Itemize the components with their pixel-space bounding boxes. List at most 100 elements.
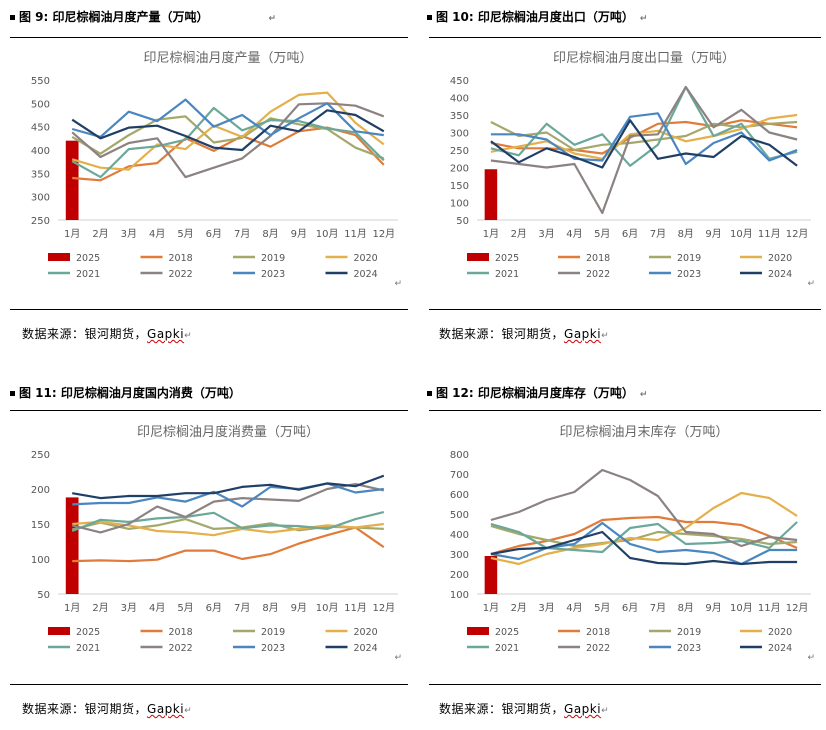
y-tick-label: 150 bbox=[31, 520, 50, 531]
return-mark-icon: ↵ bbox=[184, 331, 193, 341]
source-prefix: 数据来源：银河期货， bbox=[22, 327, 148, 341]
y-tick-label: 450 bbox=[31, 123, 50, 134]
y-tick-label: 400 bbox=[450, 530, 469, 541]
x-tick-label: 6月 bbox=[622, 228, 638, 240]
legend-label-2021: 2021 bbox=[76, 269, 100, 280]
figure-panel-consumption: 图 11: 印尼棕榈油月度国内消费（万吨） 印尼棕榈油月度消费量（万吨） 50 10… bbox=[0, 370, 413, 730]
x-tick-label: 9月 bbox=[705, 228, 721, 240]
y-tick-label: 50 bbox=[37, 590, 50, 601]
x-tick-label: 8月 bbox=[678, 228, 694, 240]
x-tick-label: 11月 bbox=[344, 602, 367, 614]
legend-label-2024: 2024 bbox=[768, 643, 792, 654]
y-tick-label: 800 bbox=[450, 450, 469, 461]
y-tick-label: 500 bbox=[450, 510, 469, 521]
y-tick-label: 200 bbox=[450, 570, 469, 581]
legend-swatch-2025 bbox=[48, 627, 70, 635]
source-prefix: 数据来源：银河期货， bbox=[439, 327, 565, 341]
x-tick-label: 1月 bbox=[64, 228, 80, 240]
line-series-2024 bbox=[71, 109, 385, 152]
line-series-2019 bbox=[490, 524, 798, 548]
figure-panel-exports: 图 10: 印尼棕榈油月度出口（万吨） ↵ 印尼棕榈油月度出口量（万吨） 50 100… bbox=[413, 0, 826, 360]
y-tick-label: 100 bbox=[450, 199, 469, 210]
x-tick-label: 5月 bbox=[594, 228, 610, 240]
x-tick-label: 2月 bbox=[92, 228, 108, 240]
figure-title: 图 9: 印尼棕榈油月度产量（万吨） ↵ bbox=[10, 8, 276, 25]
legend-label-2019: 2019 bbox=[261, 253, 285, 264]
figure-bottom-rule bbox=[429, 309, 821, 310]
figure-bottom-rule bbox=[429, 684, 821, 685]
source-org: Gapki bbox=[564, 327, 602, 341]
bullet-square-icon bbox=[10, 391, 15, 396]
y-tick-label: 250 bbox=[450, 146, 469, 157]
source-org: Gapki bbox=[564, 702, 602, 716]
line-series-2018 bbox=[490, 119, 798, 155]
legend-label-2025: 2025 bbox=[76, 627, 100, 638]
x-tick-label: 10月 bbox=[316, 228, 339, 240]
legend-label-2024: 2024 bbox=[354, 269, 378, 280]
bullet-square-icon bbox=[427, 391, 432, 396]
legend-swatch-2025 bbox=[467, 253, 489, 261]
x-tick-label: 3月 bbox=[538, 228, 554, 240]
line-series-2021 bbox=[71, 106, 385, 179]
figure-top-rule bbox=[429, 410, 821, 411]
y-tick-label: 700 bbox=[450, 470, 469, 481]
figure-title-text: 图 10: 印尼棕榈油月度出口（万吨） bbox=[436, 10, 634, 24]
data-source-note: 数据来源：银河期货，Gapki↵ bbox=[22, 325, 192, 342]
chart-consumption: 印尼棕榈油月度消费量（万吨） 50 100 150 200 250 1月 2月 3月 4月 5月 6月… bbox=[31, 424, 402, 663]
data-source-note: 数据来源：银河期货，Gapki↵ bbox=[22, 700, 192, 717]
line-series-2022 bbox=[71, 102, 385, 179]
y-tick-label: 200 bbox=[450, 164, 469, 175]
y-tick-label: 350 bbox=[450, 111, 469, 122]
y-tick-label: 300 bbox=[31, 193, 50, 204]
x-tick-label: 9月 bbox=[705, 602, 721, 614]
legend-label-2024: 2024 bbox=[354, 643, 378, 654]
legend-label-2025: 2025 bbox=[76, 253, 100, 264]
y-tick-label: 100 bbox=[450, 590, 469, 601]
bar-2025 bbox=[484, 169, 498, 220]
legend-label-2023: 2023 bbox=[261, 643, 285, 654]
chart-inventory: 印尼棕榈油月末库存（万吨） 100 200 300 400 500 600 700 800 1月 2… bbox=[450, 424, 815, 663]
legend-label-2020: 2020 bbox=[768, 627, 792, 638]
legend-label-2019: 2019 bbox=[261, 627, 285, 638]
figure-top-rule bbox=[10, 37, 408, 38]
source-prefix: 数据来源：银河期货， bbox=[439, 702, 565, 716]
x-tick-label: 8月 bbox=[262, 602, 278, 614]
figure-bottom-rule bbox=[10, 309, 408, 310]
x-tick-label: 5月 bbox=[177, 602, 193, 614]
x-tick-label: 2月 bbox=[511, 228, 527, 240]
legend-label-2018: 2018 bbox=[586, 627, 610, 638]
legend-label-2020: 2020 bbox=[354, 253, 378, 264]
return-mark-icon: ↵ bbox=[639, 390, 648, 400]
x-tick-label: 12月 bbox=[372, 602, 395, 614]
x-tick-label: 9月 bbox=[291, 228, 307, 240]
data-source-note: 数据来源：银河期货，Gapki↵ bbox=[439, 700, 609, 717]
legend-label-2022: 2022 bbox=[586, 269, 610, 280]
figure-title-text: 图 11: 印尼棕榈油月度国内消费（万吨） bbox=[19, 386, 241, 400]
x-tick-label: 12月 bbox=[372, 228, 395, 240]
x-tick-label: 7月 bbox=[650, 228, 666, 240]
x-tick-label: 7月 bbox=[234, 228, 250, 240]
figure-title: 图 12: 印尼棕榈油月度库存（万吨） ↵ bbox=[427, 384, 647, 401]
y-tick-label: 450 bbox=[450, 76, 469, 87]
bar-2025 bbox=[484, 556, 498, 594]
data-source-note: 数据来源：银河期货，Gapki↵ bbox=[439, 325, 609, 342]
y-tick-label: 200 bbox=[31, 485, 50, 496]
legend-label-2025: 2025 bbox=[495, 627, 519, 638]
line-series-2023 bbox=[72, 482, 384, 508]
return-mark-icon: ↵ bbox=[807, 279, 815, 289]
chart-title: 印尼棕榈油月度出口量（万吨） bbox=[553, 50, 735, 66]
y-tick-label: 50 bbox=[456, 216, 469, 227]
source-org: Gapki bbox=[147, 702, 185, 716]
legend-label-2021: 2021 bbox=[495, 643, 519, 654]
return-mark-icon: ↵ bbox=[184, 706, 193, 716]
y-tick-label: 400 bbox=[450, 94, 469, 105]
legend-label-2022: 2022 bbox=[586, 643, 610, 654]
source-org: Gapki bbox=[147, 327, 185, 341]
x-tick-label: 1月 bbox=[483, 228, 499, 240]
line-series-2024 bbox=[490, 119, 798, 169]
y-tick-label: 550 bbox=[31, 76, 50, 87]
x-tick-label: 12月 bbox=[786, 228, 809, 240]
legend-label-2018: 2018 bbox=[586, 253, 610, 264]
x-tick-label: 8月 bbox=[262, 228, 278, 240]
x-tick-label: 6月 bbox=[206, 228, 222, 240]
